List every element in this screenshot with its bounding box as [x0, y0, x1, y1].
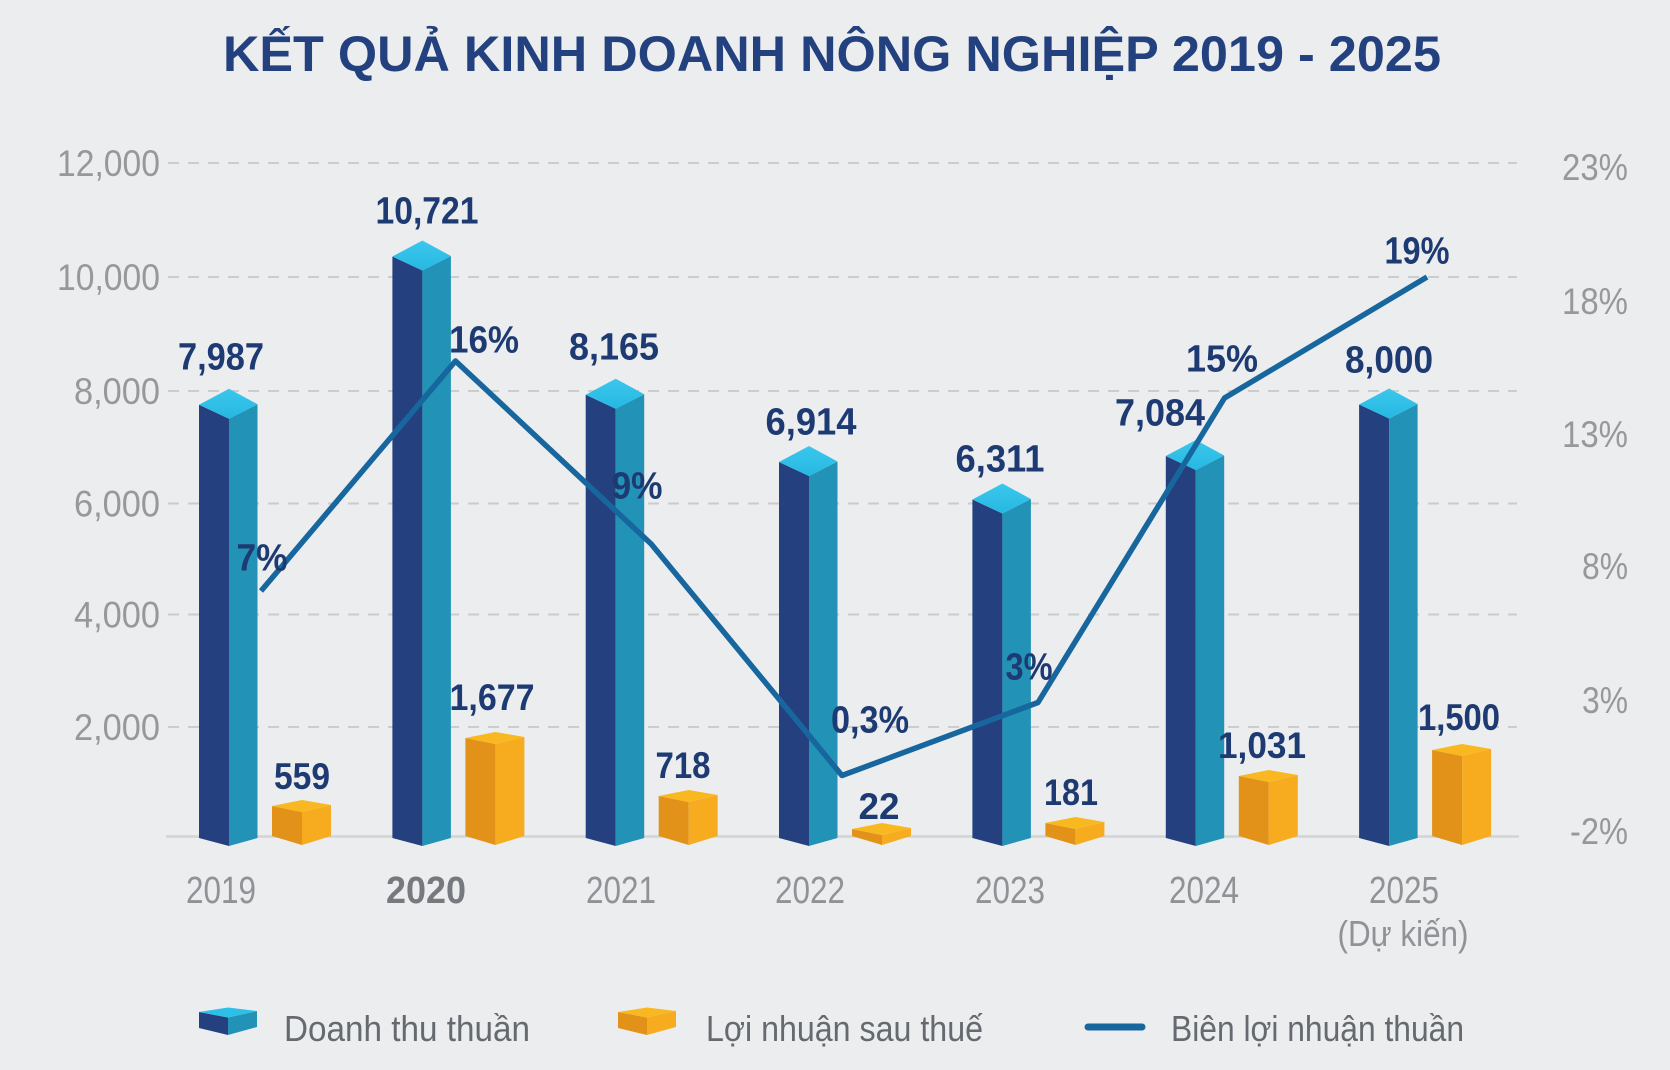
svg-text:1,031: 1,031: [1218, 725, 1306, 766]
svg-text:10,721: 10,721: [376, 191, 479, 233]
svg-text:15%: 15%: [1186, 339, 1258, 381]
svg-text:181: 181: [1044, 772, 1098, 813]
svg-text:6,914: 6,914: [766, 402, 857, 444]
svg-text:7,084: 7,084: [1115, 393, 1205, 435]
svg-text:KẾT QUẢ KINH DOANH NÔNG NGHIỆP: KẾT QUẢ KINH DOANH NÔNG NGHIỆP 2019 - 20…: [223, 25, 1441, 82]
svg-text:1,500: 1,500: [1418, 697, 1500, 738]
svg-text:8,000: 8,000: [1345, 340, 1433, 382]
svg-text:-2%: -2%: [1570, 811, 1628, 852]
svg-text:0,3%: 0,3%: [831, 700, 909, 742]
svg-text:3%: 3%: [1006, 647, 1053, 689]
svg-text:(Dự kiến): (Dự kiến): [1338, 913, 1469, 954]
svg-text:2022: 2022: [775, 870, 845, 912]
svg-text:2023: 2023: [975, 870, 1045, 912]
svg-text:19%: 19%: [1385, 231, 1450, 273]
svg-text:8,000: 8,000: [74, 371, 160, 412]
svg-text:23%: 23%: [1562, 147, 1628, 188]
svg-text:2020: 2020: [386, 870, 466, 912]
svg-text:2,000: 2,000: [74, 707, 160, 748]
svg-text:2025: 2025: [1369, 870, 1439, 912]
svg-text:Biên lợi nhuận thuần: Biên lợi nhuận thuần: [1171, 1008, 1464, 1049]
svg-text:6,000: 6,000: [74, 484, 160, 525]
svg-text:559: 559: [274, 756, 330, 797]
svg-text:7%: 7%: [237, 538, 288, 580]
svg-text:10,000: 10,000: [57, 257, 160, 298]
svg-text:2019: 2019: [186, 870, 256, 912]
svg-text:8,165: 8,165: [569, 327, 659, 369]
svg-text:4,000: 4,000: [74, 595, 160, 636]
svg-text:2024: 2024: [1169, 870, 1239, 912]
svg-text:13%: 13%: [1562, 414, 1628, 455]
svg-text:Doanh thu thuần: Doanh thu thuần: [284, 1008, 530, 1049]
svg-text:7,987: 7,987: [178, 337, 264, 379]
svg-text:8%: 8%: [1582, 546, 1628, 587]
svg-text:9%: 9%: [612, 466, 663, 508]
svg-text:6,311: 6,311: [956, 439, 1045, 481]
svg-text:Lợi nhuận sau thuế: Lợi nhuận sau thuế: [706, 1008, 983, 1049]
svg-text:12,000: 12,000: [57, 143, 160, 184]
svg-text:3%: 3%: [1582, 680, 1628, 721]
svg-text:16%: 16%: [449, 320, 519, 362]
svg-text:18%: 18%: [1562, 281, 1628, 322]
svg-text:718: 718: [656, 745, 711, 786]
svg-text:1,677: 1,677: [450, 677, 535, 718]
svg-text:22: 22: [859, 786, 900, 827]
svg-text:2021: 2021: [586, 870, 656, 912]
